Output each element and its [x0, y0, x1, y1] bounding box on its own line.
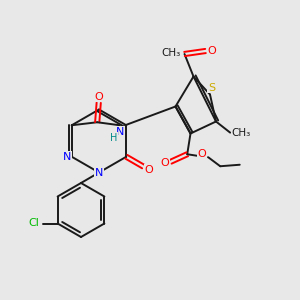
Text: Cl: Cl [29, 218, 40, 228]
Text: O: O [160, 158, 169, 168]
Text: O: O [207, 46, 216, 56]
Text: N: N [95, 167, 103, 178]
Text: O: O [145, 165, 153, 175]
Text: H: H [110, 133, 117, 143]
Text: O: O [94, 92, 103, 102]
Text: CH₃: CH₃ [231, 128, 250, 138]
Text: CH₃: CH₃ [161, 47, 181, 58]
Text: N: N [116, 127, 124, 137]
Text: O: O [198, 148, 207, 159]
Text: N: N [63, 152, 71, 162]
Text: S: S [208, 83, 215, 93]
